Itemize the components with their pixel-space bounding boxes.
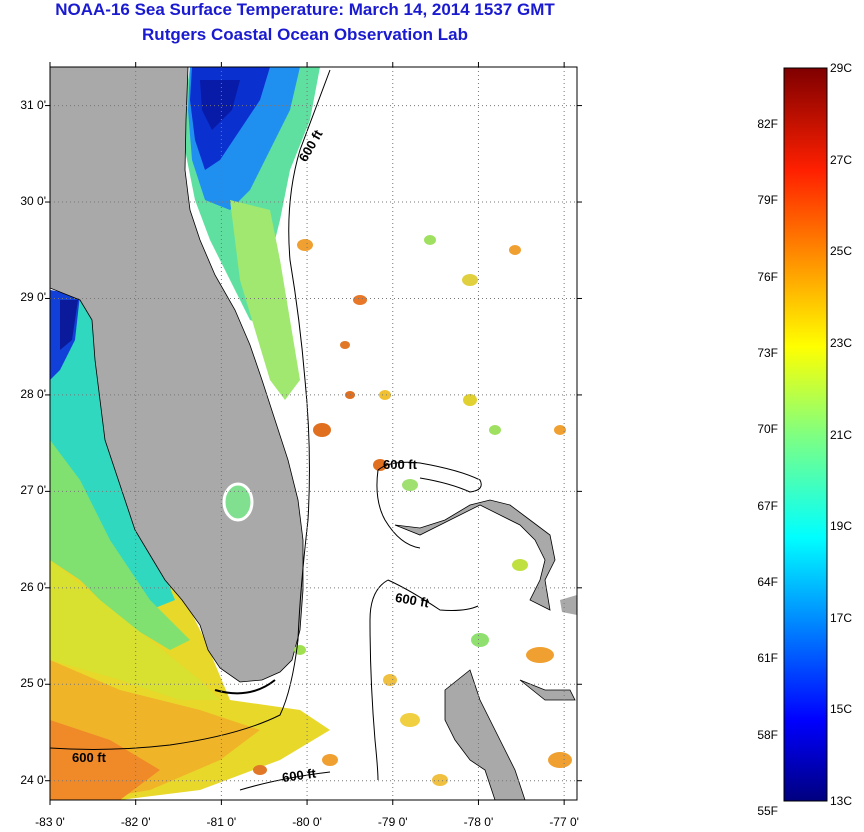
lon-tick-label: -82 0': [120, 815, 151, 829]
bahamas-land: [394, 499, 577, 800]
colorbar-fahrenheit-label: 70F: [757, 422, 778, 437]
contour-label-bahamas-north: 600 ft: [383, 457, 418, 472]
colorbar-celsius-label: 23C: [830, 335, 853, 350]
lat-tick-label: 31 0': [20, 97, 46, 112]
lat-tick-label: 24 0': [20, 772, 46, 787]
lon-tick-label: -78 0': [463, 815, 494, 829]
lat-tick-label: 28 0': [20, 386, 46, 401]
colorbar-fahrenheit-label: 79F: [757, 193, 778, 208]
colorbar-fahrenheit-label: 61F: [757, 651, 778, 666]
florida-land: [50, 67, 304, 683]
gulfstream-patches: [253, 235, 572, 786]
colorbar-celsius-label: 27C: [830, 152, 853, 167]
contour-label-bahamas-south: 600 ft: [394, 590, 431, 611]
lat-tick-label: 26 0': [20, 579, 46, 594]
colorbar-fahrenheit-label: 73F: [757, 346, 778, 361]
colorbar-celsius-label: 13C: [830, 794, 853, 808]
lon-tick-label: -83 0': [35, 815, 65, 829]
isobath-600ft: [50, 69, 482, 791]
colorbar-fahrenheit-label: 67F: [757, 498, 778, 513]
colorbar-celsius-label: 29C: [830, 61, 853, 75]
lat-tick-label: 27 0': [20, 483, 46, 498]
lake-okeechobee: [222, 482, 254, 522]
colorbar-fahrenheit-label: 55F: [757, 804, 778, 819]
colorbar-celsius-label: 25C: [830, 244, 853, 259]
colorbar-celsius-label: 21C: [830, 427, 853, 442]
colorbar-fahrenheit-label: 64F: [757, 575, 778, 590]
lat-tick-label: 29 0': [20, 290, 46, 305]
colorbar-celsius-label: 17C: [830, 610, 853, 625]
atlantic-shelf-sst: [185, 67, 320, 400]
colorbar-fahrenheit-label: 58F: [757, 727, 778, 742]
colorbar-celsius-label: 15C: [830, 702, 853, 717]
colorbar-fahrenheit-label: 82F: [757, 116, 778, 131]
lon-tick-label: -81 0': [206, 815, 237, 829]
lon-tick-label: -79 0': [377, 815, 408, 829]
colorbar-fahrenheit-label: 76F: [757, 269, 778, 284]
map-subtitle: Rutgers Coastal Ocean Observation Lab: [142, 25, 468, 44]
lat-tick-label: 25 0': [20, 676, 46, 691]
lat-tick-label: 30 0': [20, 194, 46, 209]
lon-tick-label: -77 0': [549, 815, 579, 829]
lon-tick-label: -80 0': [292, 815, 322, 829]
contour-label-keys: 600 ft: [72, 750, 107, 765]
map-grid: [45, 62, 582, 805]
colorbar-celsius-label: 19C: [830, 519, 853, 534]
map-title: NOAA-16 Sea Surface Temperature: March 1…: [55, 0, 555, 19]
